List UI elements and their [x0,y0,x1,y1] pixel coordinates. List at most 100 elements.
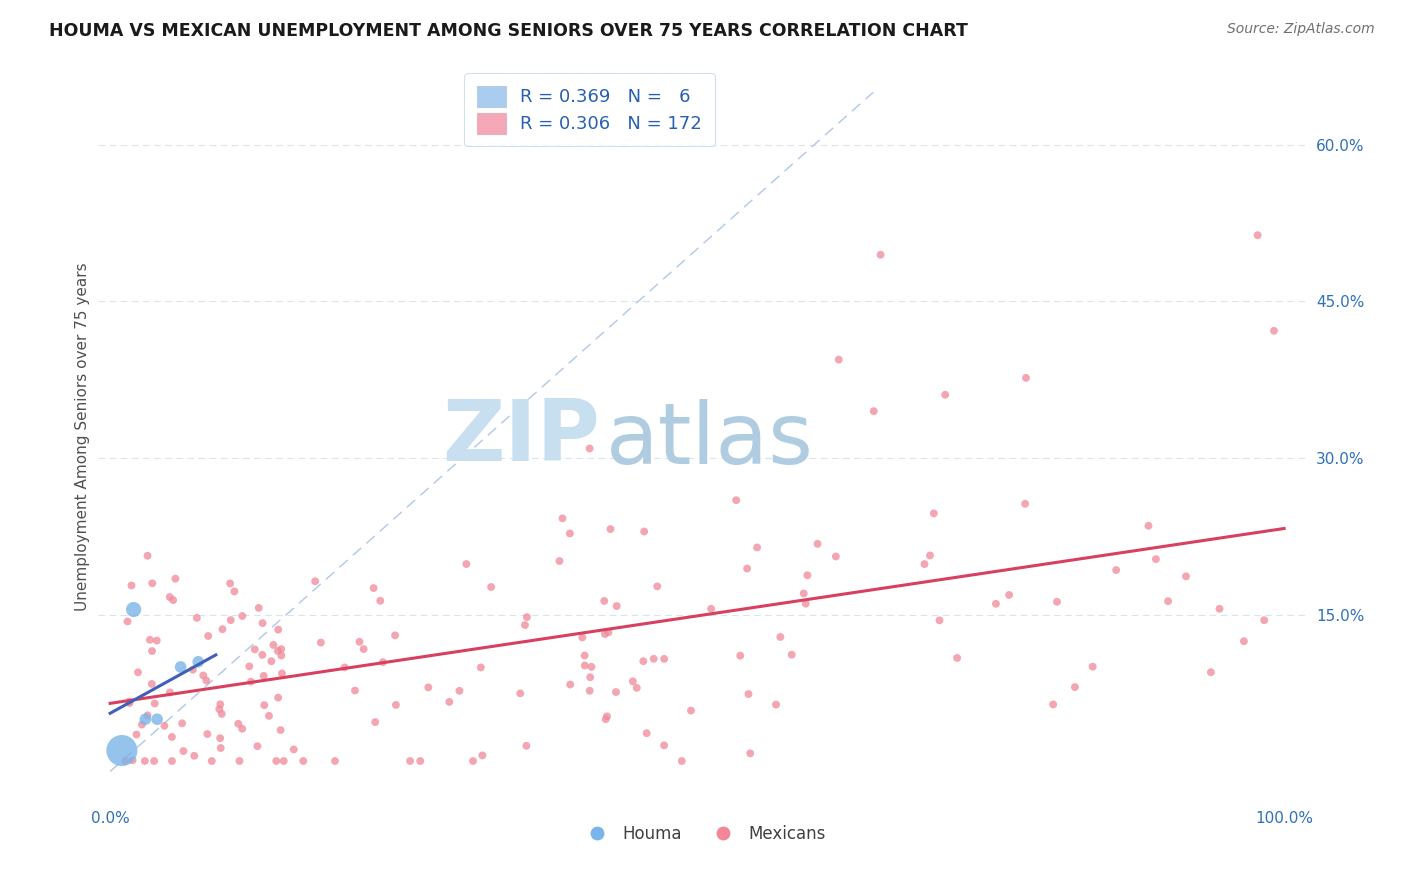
Point [141,576,163,591]
Point [228,754,250,768]
Point [1199,665,1222,680]
Point [195,673,218,688]
Legend: Houma, Mexicans: Houma, Mexicans [574,818,832,849]
Point [141,644,163,658]
Point [243,642,266,657]
Point [1137,518,1160,533]
Point [621,674,644,689]
Point [273,754,295,768]
Point [456,557,478,571]
Point [118,695,141,709]
Point [165,572,187,586]
Point [246,739,269,754]
Point [136,708,159,723]
Point [270,723,292,737]
Point [159,590,181,604]
Point [209,731,232,746]
Point [219,613,242,627]
Point [384,628,406,642]
Point [581,660,603,674]
Point [1105,563,1128,577]
Point [914,557,936,571]
Point [645,579,668,593]
Point [599,522,621,536]
Point [765,698,787,712]
Point [737,687,759,701]
Point [794,597,817,611]
Point [208,702,231,716]
Point [579,670,602,684]
Point [633,654,655,668]
Point [735,561,758,575]
Point [209,741,232,756]
Point [439,695,461,709]
Point [578,442,600,456]
Point [160,730,183,744]
Point [252,616,274,631]
Point [560,677,582,691]
Point [238,659,260,673]
Point [371,655,394,669]
Point [385,698,408,712]
Point [252,648,274,662]
Point [516,610,538,624]
Point [1208,602,1230,616]
Point [146,633,169,648]
Point [211,622,233,636]
Point [643,652,665,666]
Point [515,739,537,753]
Point [368,594,391,608]
Point [605,685,627,699]
Point [1081,659,1104,673]
Point [1046,595,1069,609]
Point [187,655,209,669]
Point [636,726,658,740]
Point [231,609,253,624]
Point [349,634,371,648]
Point [1042,698,1064,712]
Point [267,623,290,637]
Point [700,602,723,616]
Point [399,754,422,768]
Point [918,549,941,563]
Point [551,511,574,525]
Point [125,727,148,741]
Point [593,594,616,608]
Point [247,601,270,615]
Text: ZIP: ZIP [443,395,600,479]
Point [134,712,156,726]
Text: Source: ZipAtlas.com: Source: ZipAtlas.com [1227,22,1375,37]
Point [134,754,156,768]
Point [471,748,494,763]
Point [111,743,134,757]
Point [143,754,166,768]
Point [671,754,693,768]
Point [679,704,702,718]
Point [181,663,204,677]
Point [652,652,675,666]
Point [595,712,617,726]
Point [153,719,176,733]
Point [1014,497,1036,511]
Point [266,754,288,768]
Point [946,651,969,665]
Point [292,754,315,768]
Point [869,248,891,262]
Point [513,618,536,632]
Point [984,597,1007,611]
Point [1263,324,1285,338]
Point [509,686,531,700]
Point [169,660,191,674]
Point [186,611,208,625]
Point [224,584,246,599]
Point [1253,613,1275,627]
Point [141,677,163,691]
Point [596,709,619,723]
Point [159,685,181,699]
Point [998,588,1021,602]
Y-axis label: Unemployment Among Seniors over 75 years: Unemployment Among Seniors over 75 years [75,263,90,611]
Point [418,681,440,695]
Point [633,524,655,539]
Point [343,683,366,698]
Point [1175,569,1198,583]
